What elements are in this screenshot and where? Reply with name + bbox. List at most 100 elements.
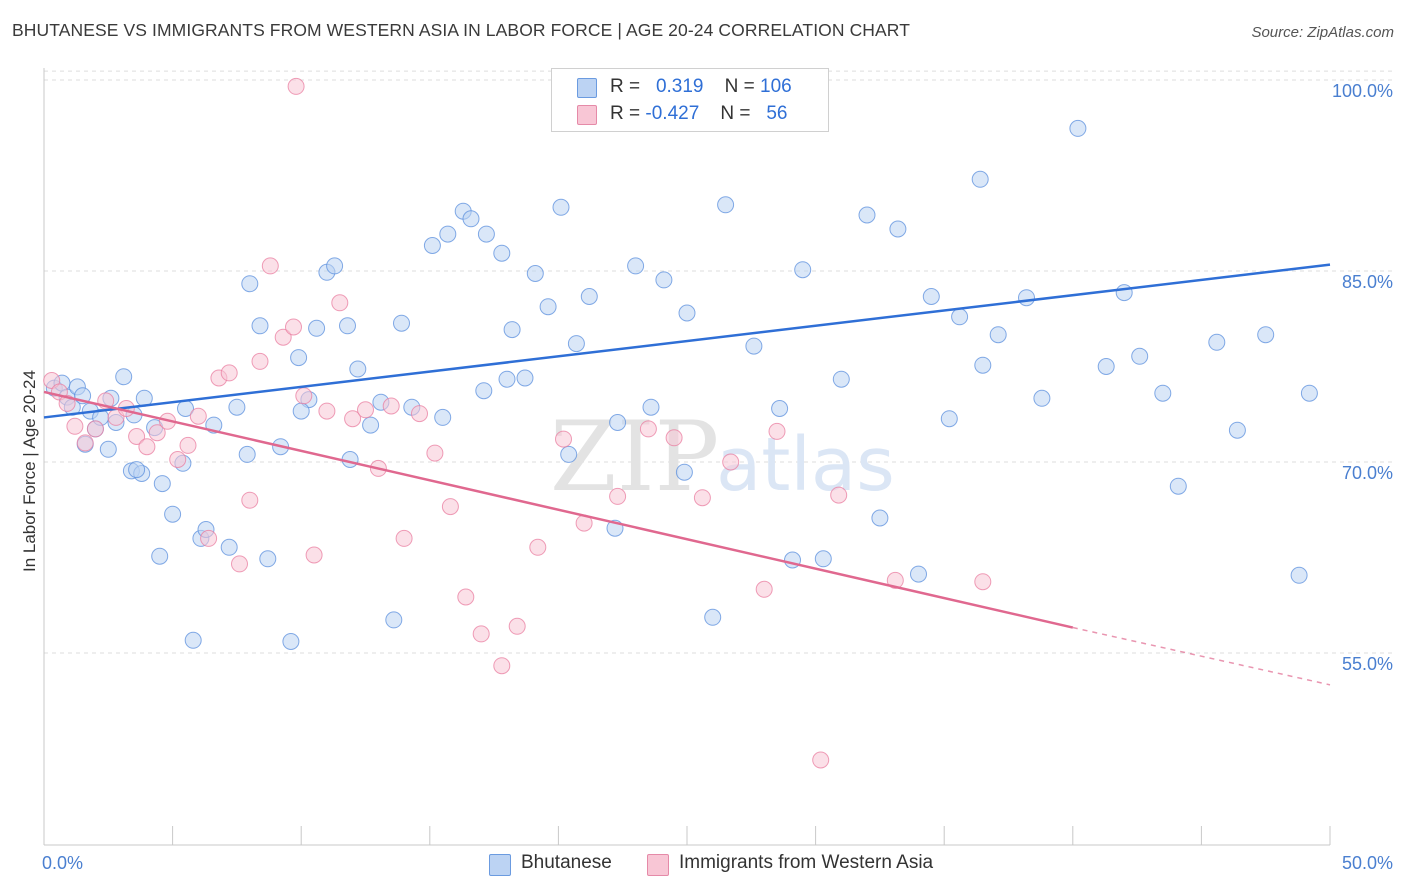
data-point bbox=[539, 298, 557, 316]
data-point bbox=[693, 489, 711, 507]
data-point bbox=[493, 657, 511, 675]
data-point bbox=[241, 491, 259, 509]
data-point bbox=[228, 398, 246, 416]
data-point bbox=[148, 424, 166, 442]
data-point bbox=[357, 401, 374, 419]
data-point bbox=[179, 436, 197, 454]
data-point bbox=[305, 546, 323, 564]
data-point bbox=[552, 198, 570, 216]
bottom-legend-label: Immigrants from Western Asia bbox=[679, 852, 934, 873]
y-axis-label: In Labor Force | Age 20-24 bbox=[20, 370, 39, 572]
legend-swatch-western-asia bbox=[577, 105, 597, 125]
trend-line-bhutanese bbox=[43, 263, 1331, 419]
data-point bbox=[295, 387, 313, 405]
data-point bbox=[886, 571, 904, 589]
axes bbox=[43, 68, 1331, 846]
data-point bbox=[560, 445, 578, 463]
data-point bbox=[871, 509, 889, 527]
series-bhutanese-points bbox=[45, 119, 1318, 650]
data-point bbox=[282, 633, 300, 650]
data-point bbox=[1290, 566, 1308, 584]
data-point bbox=[717, 196, 735, 214]
data-point bbox=[755, 580, 773, 598]
legend-r-label: R = bbox=[610, 103, 641, 124]
data-point bbox=[411, 405, 428, 423]
data-point bbox=[609, 414, 627, 431]
legend-n-label: N = bbox=[720, 103, 751, 124]
data-point bbox=[1131, 347, 1149, 365]
data-point bbox=[274, 328, 292, 346]
x-tick-labels: 0.0% 50.0% bbox=[42, 853, 1393, 873]
data-point bbox=[1228, 421, 1246, 439]
data-point bbox=[665, 429, 683, 447]
data-point bbox=[627, 257, 645, 275]
data-point bbox=[331, 294, 349, 312]
data-point bbox=[169, 451, 187, 468]
data-point bbox=[675, 463, 693, 481]
data-point bbox=[441, 498, 459, 516]
data-point bbox=[115, 368, 133, 386]
trend-line-western-asia-extension bbox=[1072, 626, 1331, 686]
data-point bbox=[439, 225, 457, 243]
x-tick-label: 0.0% bbox=[42, 853, 83, 873]
y-tick-label: 70.0% bbox=[1342, 463, 1393, 483]
data-point bbox=[395, 529, 413, 547]
data-point bbox=[814, 550, 832, 568]
data-point bbox=[639, 420, 657, 438]
data-point bbox=[910, 565, 927, 583]
data-point bbox=[940, 410, 958, 428]
data-point bbox=[989, 326, 1007, 344]
data-point bbox=[151, 547, 169, 565]
data-point bbox=[1097, 358, 1115, 375]
data-point bbox=[292, 402, 310, 420]
data-point bbox=[503, 321, 521, 339]
trend-lines bbox=[43, 263, 1331, 686]
data-point bbox=[832, 370, 850, 388]
data-point bbox=[285, 318, 302, 336]
data-point bbox=[184, 631, 202, 649]
chart-title: BHUTANESE VS IMMIGRANTS FROM WESTERN ASI… bbox=[12, 20, 911, 40]
data-point bbox=[153, 475, 171, 493]
data-point bbox=[128, 428, 146, 445]
data-point bbox=[318, 402, 336, 420]
data-point bbox=[86, 420, 104, 438]
data-point bbox=[951, 308, 969, 326]
data-point bbox=[771, 400, 789, 417]
trend-line-western-asia bbox=[43, 390, 1074, 629]
data-point bbox=[462, 210, 480, 228]
source-label: Source: ZipAtlas.com bbox=[1251, 24, 1394, 41]
data-point bbox=[241, 275, 259, 293]
data-point bbox=[472, 625, 490, 643]
watermark-zip: ZIP bbox=[550, 401, 719, 513]
data-point bbox=[189, 407, 207, 425]
legend-swatch-bhutanese bbox=[577, 78, 597, 98]
data-point bbox=[231, 555, 248, 573]
x-tick-label: 50.0% bbox=[1342, 853, 1393, 873]
data-point bbox=[423, 237, 441, 254]
bottom-legend-swatch-bhutanese bbox=[489, 854, 511, 876]
data-point bbox=[259, 550, 277, 568]
bottom-legend-label: Bhutanese bbox=[521, 852, 612, 873]
legend-r-label: R = bbox=[610, 76, 641, 97]
data-point bbox=[1257, 326, 1275, 344]
data-point bbox=[493, 244, 511, 262]
data-point bbox=[393, 314, 410, 332]
data-point bbox=[508, 617, 526, 635]
data-point bbox=[128, 461, 146, 479]
data-point bbox=[382, 397, 400, 415]
data-point bbox=[261, 257, 279, 275]
data-point bbox=[580, 288, 598, 305]
legend-n-value: 56 bbox=[766, 103, 788, 124]
data-point bbox=[794, 261, 812, 279]
data-point bbox=[678, 304, 696, 322]
data-point bbox=[1033, 389, 1051, 407]
data-point bbox=[1300, 384, 1318, 402]
data-point bbox=[555, 430, 572, 448]
data-point bbox=[457, 588, 475, 606]
legend-r-value: -0.427 bbox=[645, 103, 700, 124]
data-point bbox=[138, 438, 156, 456]
data-point bbox=[66, 417, 84, 435]
data-point bbox=[477, 225, 495, 243]
data-point bbox=[385, 611, 403, 629]
